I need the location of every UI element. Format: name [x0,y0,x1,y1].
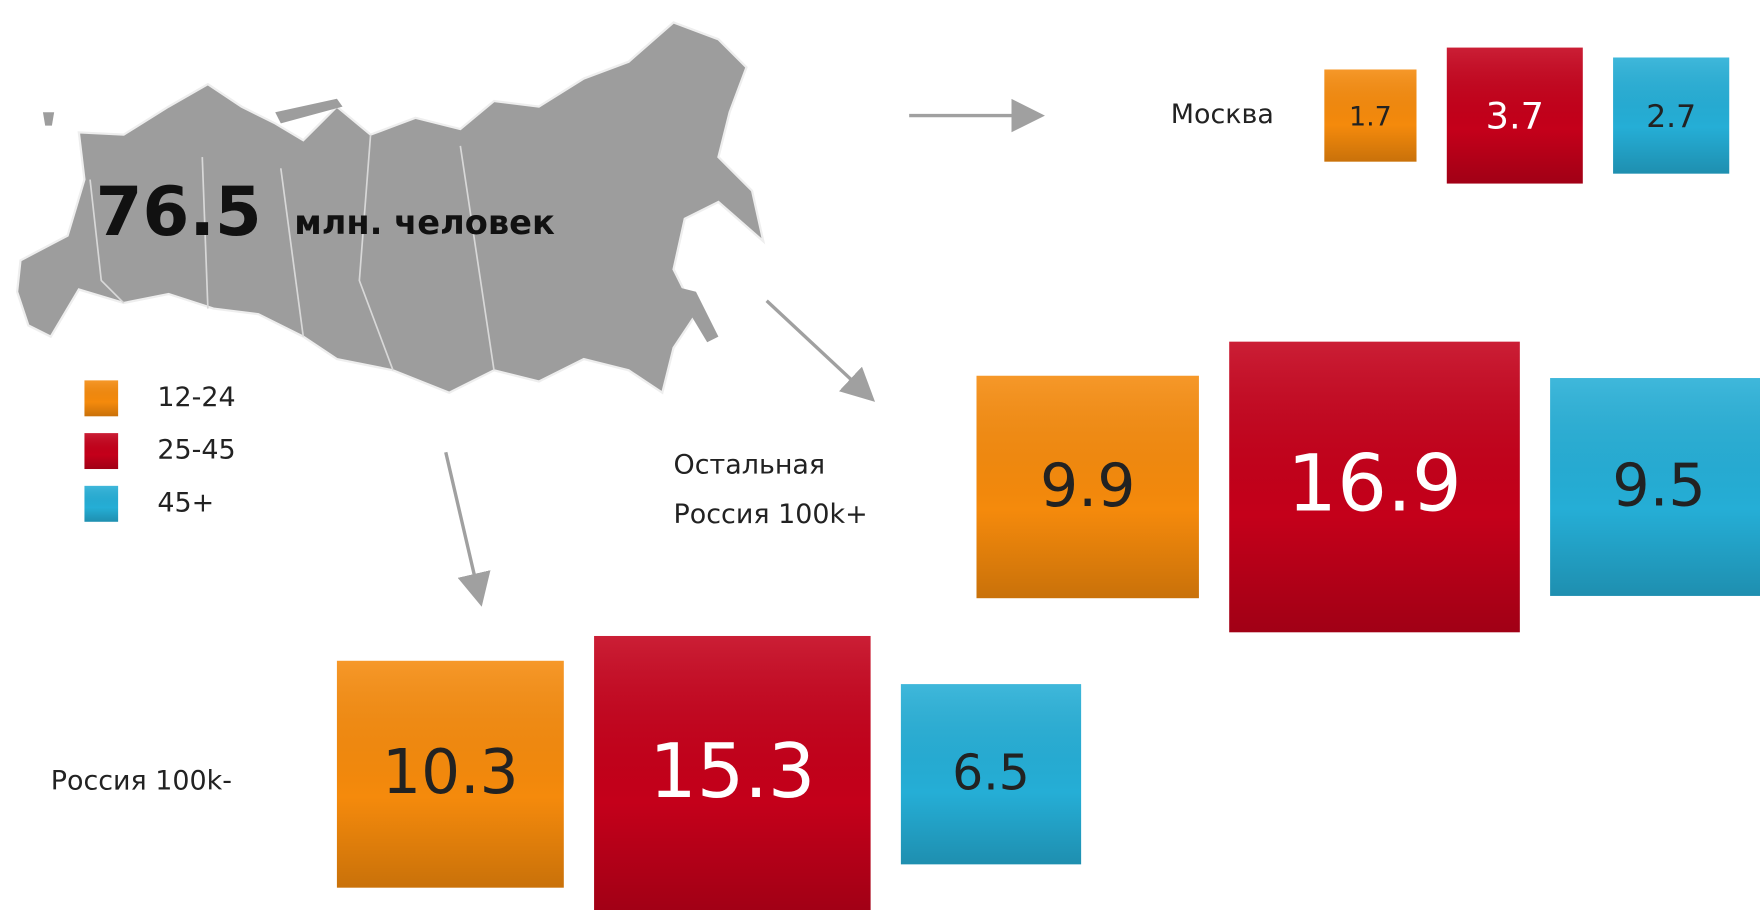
square-shade [1550,378,1760,596]
map-island [42,112,55,126]
value-label: 2.7 [1646,99,1696,135]
map [15,21,766,395]
value-label: 9.5 [1612,450,1706,519]
square-shade [900,684,1082,865]
value-label: 9.9 [1040,451,1136,521]
category-label: Россия 100k- [51,766,232,797]
value-label: 10.3 [382,737,518,808]
square-shade [976,375,1199,599]
value-label: 3.7 [1486,94,1544,137]
legend-swatch-shade [84,380,119,417]
total-value: 76.5 [96,173,262,251]
legend-label: 45+ [157,487,214,518]
arrow [765,299,876,402]
square-shade [1324,69,1417,162]
category-label: Москва [1171,99,1274,130]
legend-label: 12-24 [157,382,235,413]
square-shade [1446,47,1583,184]
value-label: 1.7 [1349,101,1392,132]
category-label: Остальная Россия 100k+ [673,448,868,530]
arrow [444,451,491,607]
legend-swatch-shade [84,485,119,522]
value-label: 6.5 [952,745,1029,801]
map-island [275,98,343,124]
square-shade [336,660,564,888]
value-label: 16.9 [1287,438,1462,530]
map-island [673,286,719,343]
category-label-box: Остальная Россия 100k+ [673,448,868,530]
square-shade [1613,57,1730,174]
total-unit: млн. человек [294,203,555,242]
map-borders [89,134,495,371]
value-label: 15.3 [649,728,815,815]
arrows [444,98,1045,607]
square-shade [1229,341,1520,633]
legend-label: 25-45 [157,435,235,466]
map-shape [15,21,766,395]
legend-swatch-shade [84,433,119,470]
square-shade [594,635,871,910]
